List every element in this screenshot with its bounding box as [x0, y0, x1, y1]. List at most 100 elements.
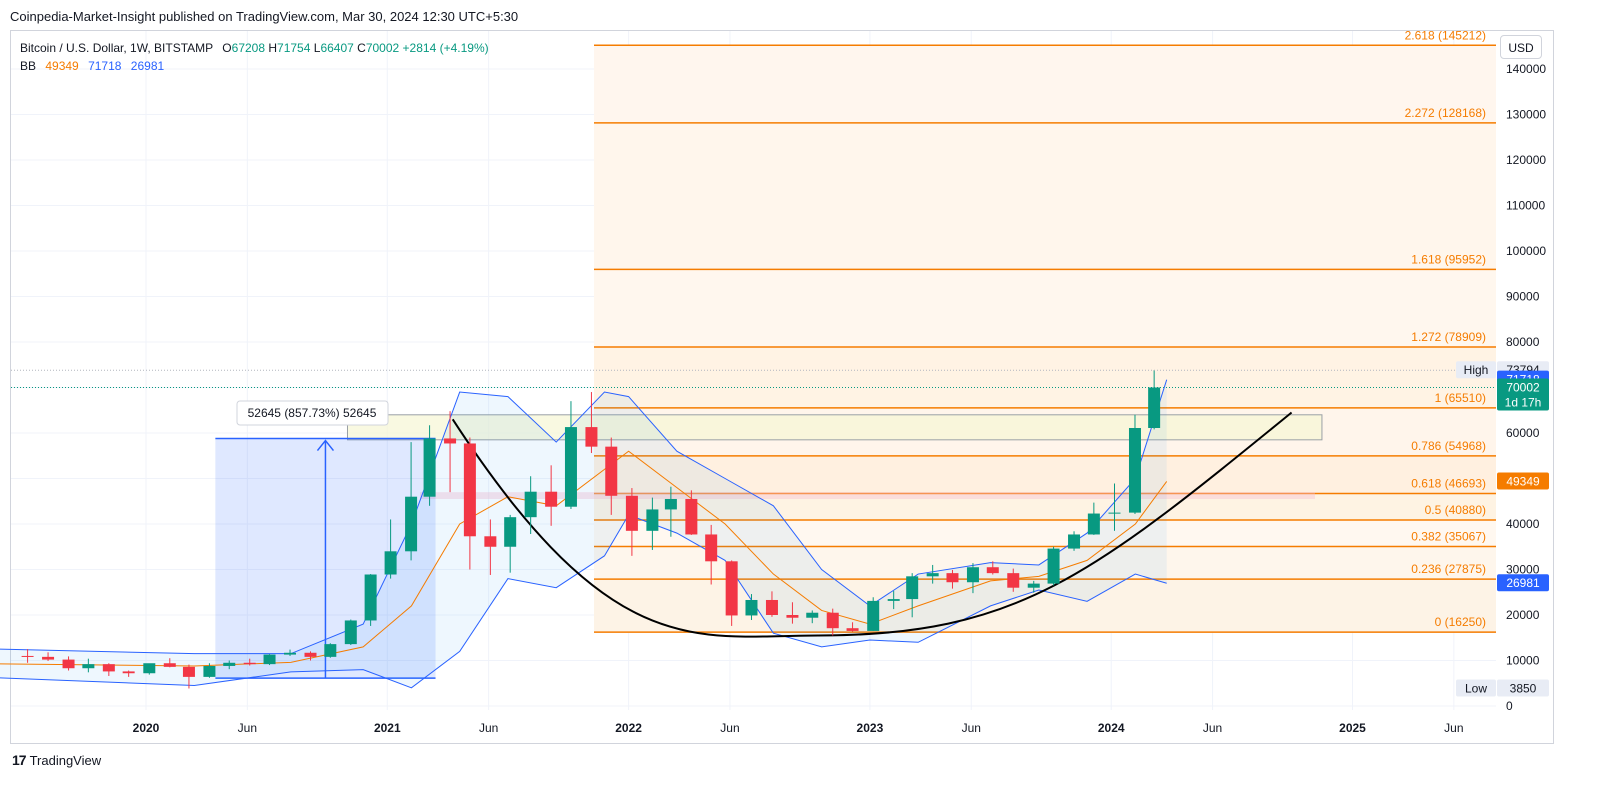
legend-bb-label: BB [20, 59, 37, 73]
candle-body [143, 663, 156, 674]
fib-level-label: 1.618 (95952) [1411, 252, 1486, 266]
legend-ohlc-row: Bitcoin / U.S. Dollar, 1W, BITSTAMP O672… [20, 39, 489, 57]
fib-zone [594, 269, 1496, 347]
candle-body [725, 561, 738, 616]
cup-curve [451, 411, 1293, 638]
x-tick-label: Jun [1444, 721, 1463, 735]
y-tick-label: 130000 [1506, 108, 1546, 122]
candle-body [926, 573, 939, 577]
candle-body [705, 534, 718, 562]
legend-close-label: C [357, 41, 366, 55]
candle-body [304, 652, 317, 657]
tradingview-logo-icon: 17 [12, 752, 27, 768]
x-tick-label: 2020 [133, 721, 160, 735]
candle-body [524, 491, 537, 518]
y-tick-label: 110000 [1506, 199, 1545, 213]
candle-body [1068, 534, 1081, 549]
x-tick-label: 2025 [1339, 721, 1366, 735]
candle-body [364, 574, 377, 621]
fib-level-label: 0.236 (27875) [1411, 562, 1486, 576]
candle-body [1007, 573, 1020, 588]
x-tick-label: 2024 [1098, 721, 1125, 735]
legend-change: +2814 (+4.19%) [402, 41, 489, 55]
x-tick-label: Jun [238, 721, 257, 735]
price-axis-badge [1497, 574, 1549, 592]
price-axis-tag-label: Low [1465, 681, 1487, 695]
y-tick-label: 140000 [1506, 62, 1546, 76]
x-tick-label: 2023 [857, 721, 884, 735]
fib-zone [594, 346, 1496, 408]
footer-brand: 17 TradingView [12, 752, 101, 768]
y-tick-label: 120000 [1506, 153, 1546, 167]
price-axis-value: 49349 [1506, 474, 1540, 488]
candle-body [986, 567, 999, 574]
fib-level-label: 2.272 (128168) [1405, 106, 1486, 120]
y-tick-label: 100000 [1506, 244, 1546, 258]
candle-body [585, 427, 598, 447]
x-tick-label: 2021 [374, 721, 401, 735]
resistance-band [420, 492, 1315, 499]
fib-zone [594, 122, 1496, 270]
fib-zone [594, 519, 1496, 547]
bb-upper-line [0, 379, 1168, 655]
candle-body [62, 659, 75, 669]
candle-body [1128, 427, 1141, 513]
price-axis-tag-label: High [1464, 363, 1489, 377]
currency-button[interactable]: USD [1500, 35, 1542, 59]
candle-body [384, 551, 397, 575]
candle-body [826, 612, 839, 629]
candle-body [263, 654, 276, 665]
measure-label: 52645 (857.73%) 52645 [248, 406, 377, 420]
legend-bb-upper: 71718 [88, 59, 122, 73]
candle-body [745, 599, 758, 616]
x-tick-label: Jun [1203, 721, 1222, 735]
legend-bb-lower: 26981 [130, 59, 165, 73]
candle-body [786, 615, 799, 618]
candle-body [1148, 387, 1161, 428]
candle-body [203, 665, 216, 677]
candle-body [765, 599, 778, 615]
legend-low: 66407 [320, 41, 354, 55]
y-tick-label: 90000 [1506, 290, 1540, 304]
y-tick-label: 0 [1506, 699, 1513, 713]
candle-body [463, 443, 476, 537]
x-tick-label: Jun [479, 721, 498, 735]
candle-body [887, 599, 900, 601]
y-tick-label: 80000 [1506, 335, 1540, 349]
fib-zone [594, 45, 1496, 123]
fib-level-label: 1.272 (78909) [1411, 330, 1486, 344]
price-axis-value: 70002 [1506, 380, 1540, 394]
candle-body [21, 655, 34, 657]
price-axis-countdown: 1d 17h [1505, 395, 1542, 409]
legend-bb-basis: 49349 [45, 59, 79, 73]
price-axis-tag [1456, 361, 1496, 379]
candle-body [646, 509, 659, 531]
y-tick-label: 30000 [1506, 563, 1540, 577]
candle-body [664, 498, 677, 510]
candle-body [423, 438, 436, 497]
candle-body [82, 664, 95, 669]
legend-high: 71754 [277, 41, 311, 55]
price-axis-badge [1497, 378, 1549, 411]
fib-zone [594, 579, 1496, 633]
x-tick-label: Jun [962, 721, 981, 735]
candle-body [1027, 583, 1040, 588]
fib-level-label: 0.786 (54968) [1411, 439, 1486, 453]
candle-body [906, 576, 919, 600]
fib-zone [594, 493, 1496, 520]
candle-body [182, 666, 195, 677]
bb-lower-line [0, 514, 1167, 689]
fib-level-label: 2.618 (145212) [1405, 28, 1486, 42]
candle-body [284, 652, 297, 655]
fib-zone [594, 455, 1496, 494]
measure-arrow-head [316, 439, 335, 452]
candle-body [966, 567, 979, 583]
candle-body [444, 438, 457, 444]
candle-body [223, 662, 236, 666]
candle-body [344, 620, 357, 645]
y-tick-label: 60000 [1506, 426, 1540, 440]
price-axis-value: 26981 [1506, 576, 1540, 590]
price-axis-badge [1497, 679, 1549, 697]
candle-body [484, 536, 497, 547]
